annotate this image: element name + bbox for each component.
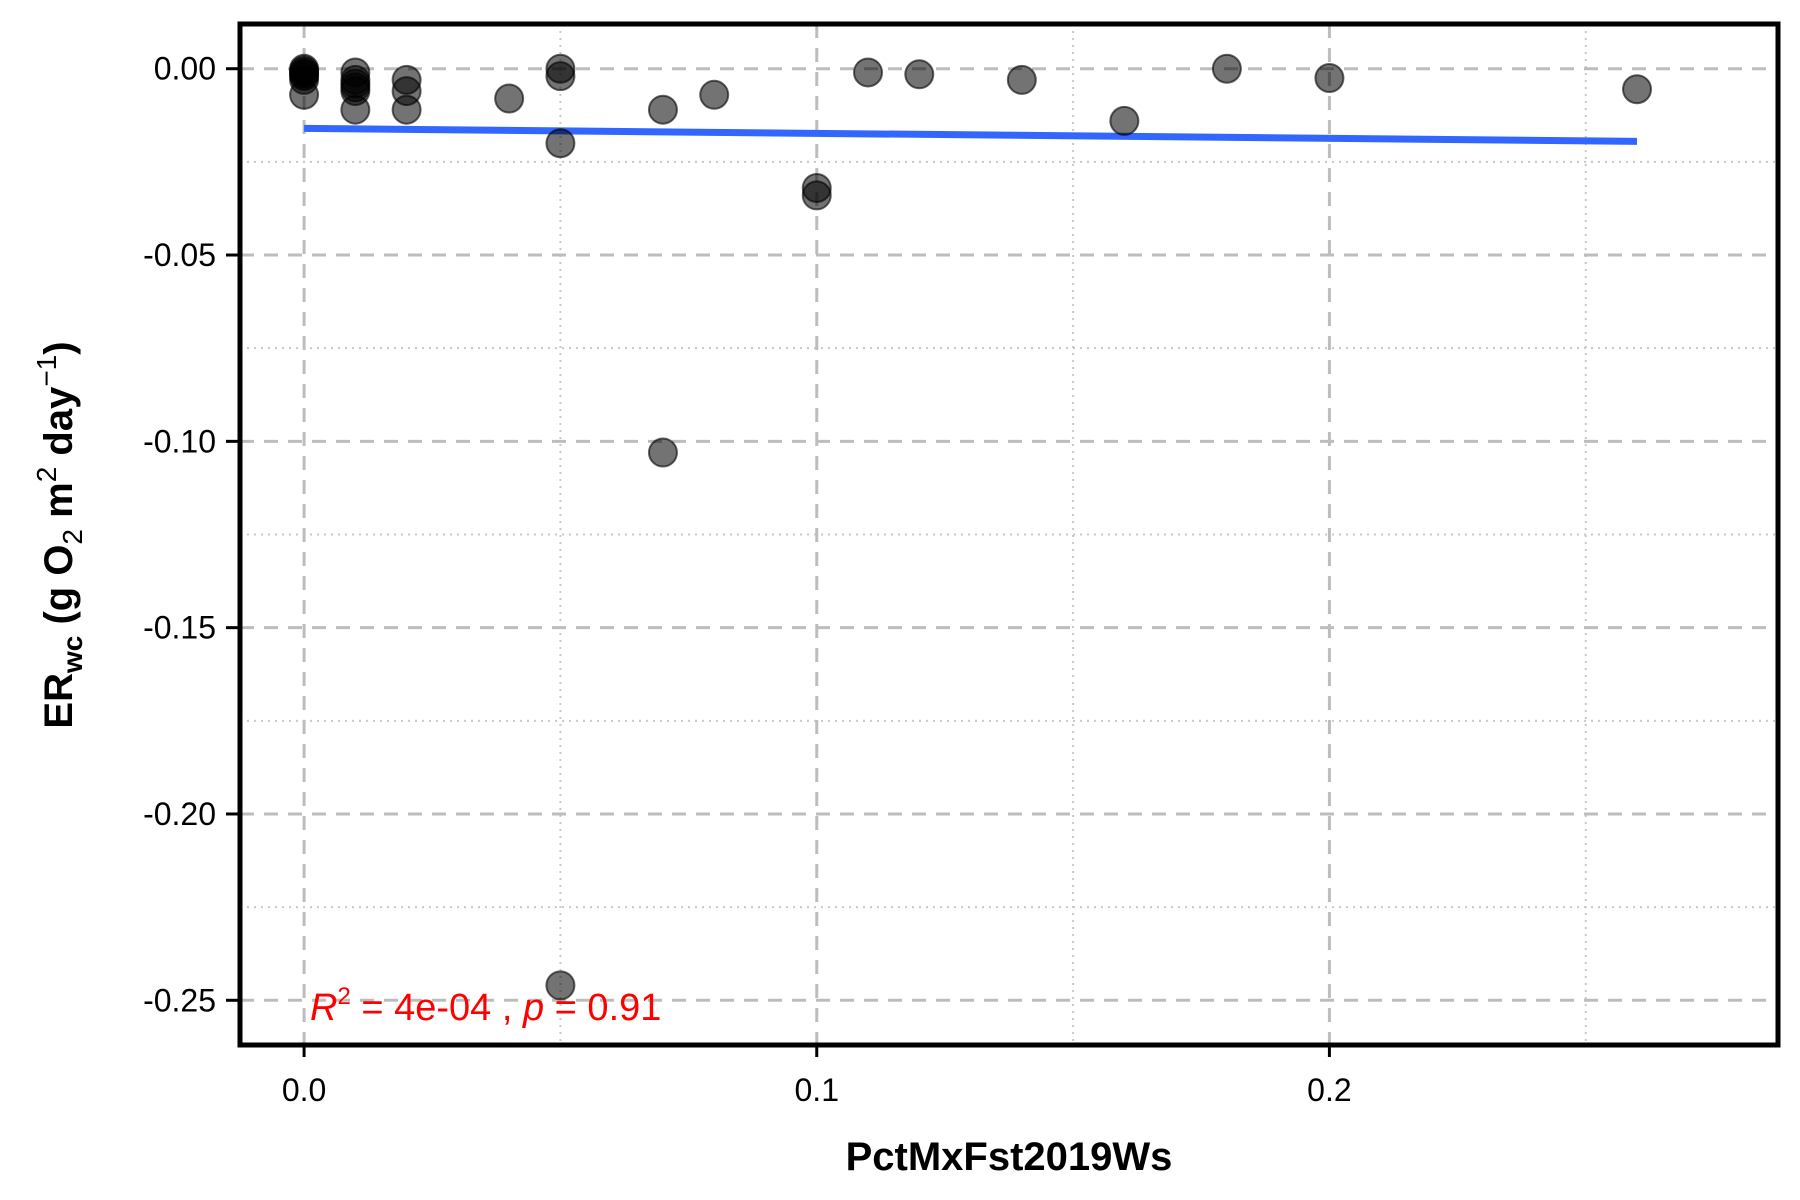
fit-line	[304, 124, 1638, 145]
annotation-p-label: p	[522, 987, 544, 1029]
data-point	[1109, 105, 1140, 136]
x-axis-title: PctMxFst2019Ws	[846, 1135, 1173, 1179]
data-point	[545, 128, 576, 159]
annotation: R2 = 4e-04 , p = 0.91	[310, 983, 661, 1029]
y-title-sup1: 2	[31, 467, 62, 483]
y-tick-label: -0.25	[143, 982, 216, 1018]
y-tick-label: -0.05	[143, 237, 216, 273]
data-point	[494, 83, 525, 114]
x-tick-label: 0.1	[795, 1072, 839, 1108]
data-point	[1211, 53, 1242, 84]
annotation-r-value: = 4e-04 ,	[351, 987, 523, 1029]
data-point	[1006, 64, 1037, 95]
x-tick-label: 0.0	[282, 1072, 326, 1108]
y-title-rest2: m	[37, 482, 81, 529]
data-point	[289, 79, 320, 110]
plot-background	[240, 24, 1778, 1045]
y-title-sub2: 2	[57, 529, 88, 545]
points-group	[289, 53, 1653, 1001]
data-point	[647, 94, 678, 125]
plot-border	[237, 21, 1781, 1048]
data-point	[391, 94, 422, 125]
data-point	[545, 970, 576, 1001]
y-tick-label: 0.00	[154, 51, 216, 87]
data-point	[699, 79, 730, 110]
data-point	[1314, 63, 1345, 94]
axis-ticks: 0.0 0.1 0.2 0.00 -0.05 -0.10 -0.15 -0.20 -0.25	[143, 51, 1352, 1108]
y-title-sub: wc	[57, 636, 88, 674]
x-tick-label: 0.2	[1307, 1072, 1351, 1108]
data-point	[340, 94, 371, 125]
grid-minor	[240, 24, 1778, 1045]
annotation-r-sup: 2	[337, 983, 350, 1010]
y-title-sup2: −1	[31, 355, 62, 387]
y-title-rest4: )	[37, 341, 81, 354]
data-point	[1622, 74, 1653, 105]
data-point	[904, 59, 935, 90]
y-tick-label: -0.15	[143, 610, 216, 646]
y-tick-label: -0.10	[143, 423, 216, 459]
fit-line-group	[304, 124, 1638, 145]
data-point	[853, 57, 884, 88]
data-point	[647, 437, 678, 468]
y-title-rest3: day	[37, 386, 81, 467]
y-axis-title: ERwc (g O2 m2 day−1)	[31, 341, 88, 728]
y-title-rest1: (g O	[37, 545, 81, 636]
y-tick-label: -0.20	[143, 796, 216, 832]
grid-major	[240, 24, 1778, 1045]
data-point	[801, 180, 832, 211]
data-point	[545, 61, 576, 92]
annotation-r-label: R	[310, 987, 337, 1029]
annotation-p-value: = 0.91	[544, 987, 661, 1029]
y-title-prefix: ER	[37, 673, 81, 729]
